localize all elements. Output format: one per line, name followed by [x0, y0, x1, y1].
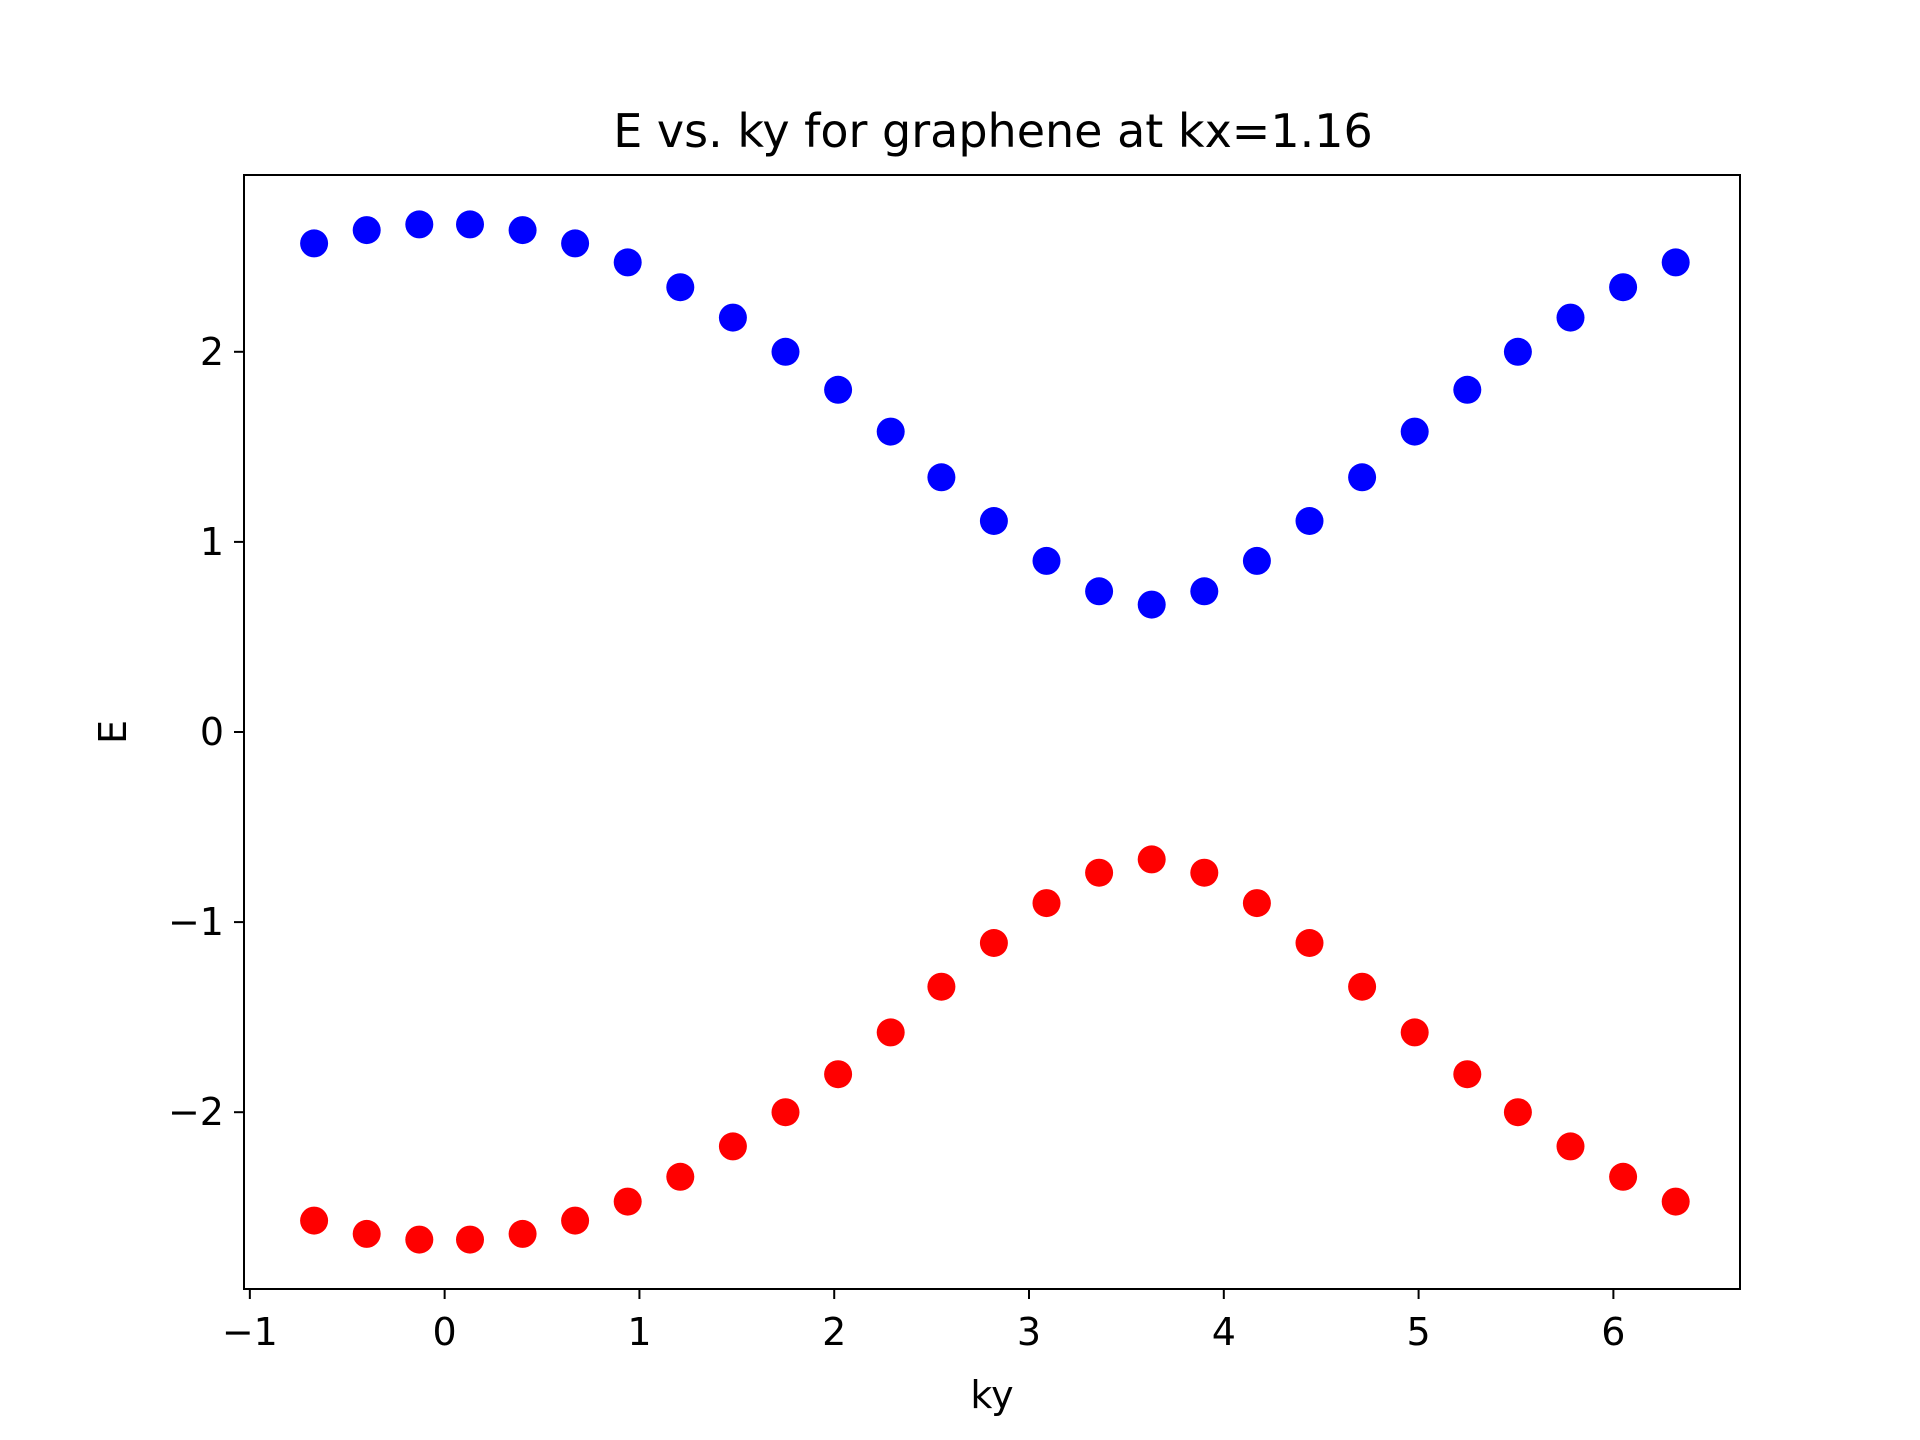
- chart-title: E vs. ky for graphene at kx=1.16: [613, 104, 1373, 158]
- data-point-series-2-19: [1242, 889, 1271, 918]
- data-point-series-1-20: [1295, 507, 1324, 535]
- data-point-series-1-27: [1661, 248, 1690, 277]
- data-point-series-1-17: [1137, 590, 1166, 619]
- data-point-series-1-4: [456, 210, 484, 239]
- data-point-series-2-7: [613, 1187, 642, 1216]
- x-axis: −1 0 1 2 3 4 5 6: [222, 1289, 1625, 1354]
- data-point-series-1-21: [1348, 463, 1377, 492]
- y-axis-label: E: [91, 720, 135, 744]
- y-tick-label: −2: [168, 1090, 224, 1134]
- data-point-series-2-11: [824, 1060, 853, 1089]
- data-point-series-2-23: [1453, 1060, 1482, 1089]
- data-point-series-1-13: [927, 463, 956, 492]
- x-tick-label: −1: [222, 1310, 278, 1354]
- data-point-series-2-15: [1032, 889, 1061, 918]
- x-tick-label: 6: [1601, 1310, 1625, 1354]
- data-point-series-2-1: [300, 1206, 329, 1235]
- data-point-series-1-26: [1609, 273, 1638, 302]
- data-point-series-1-11: [824, 375, 853, 404]
- data-point-series-2-2: [352, 1219, 381, 1248]
- data-point-series-2-6: [561, 1206, 590, 1235]
- data-point-series-1-16: [1085, 577, 1114, 606]
- data-point-series-1-25: [1556, 303, 1585, 332]
- data-point-series-2-27: [1661, 1187, 1690, 1216]
- data-point-series-1-15: [1032, 546, 1061, 575]
- data-point-series-2-13: [927, 972, 956, 1001]
- data-point-series-2-25: [1556, 1132, 1585, 1161]
- data-point-series-1-19: [1242, 546, 1271, 575]
- data-point-series-1-2: [352, 216, 381, 245]
- x-tick-label: 3: [1017, 1310, 1041, 1354]
- data-point-series-1-10: [771, 337, 800, 366]
- data-point-series-1-14: [979, 507, 1008, 535]
- y-tick-label: 0: [200, 710, 224, 754]
- data-point-series-2-22: [1400, 1018, 1429, 1047]
- data-point-series-1-22: [1400, 417, 1429, 446]
- data-point-series-2-4: [456, 1225, 484, 1254]
- x-tick-label: 0: [433, 1310, 457, 1354]
- x-axis-label: ky: [970, 1373, 1013, 1417]
- y-tick-label: 1: [200, 520, 224, 564]
- y-tick-label: 2: [200, 330, 224, 374]
- data-point-series-1-6: [561, 229, 590, 258]
- y-tick-label: −1: [168, 900, 224, 944]
- data-point-series-2-18: [1190, 858, 1219, 887]
- data-point-series-2-3: [405, 1225, 434, 1254]
- data-point-series-2-20: [1295, 929, 1324, 957]
- data-point-series-1-24: [1503, 337, 1532, 366]
- x-tick-label: 2: [822, 1310, 846, 1354]
- data-point-series-1-7: [613, 248, 642, 277]
- x-tick-label: 5: [1407, 1310, 1431, 1354]
- data-point-series-1-9: [718, 303, 747, 332]
- data-point-series-2-16: [1085, 858, 1114, 887]
- x-tick-label: 4: [1212, 1310, 1236, 1354]
- data-point-series-2-10: [771, 1098, 800, 1127]
- y-axis: −2 −1 0 1 2: [168, 330, 244, 1134]
- data-point-series-1-1: [300, 229, 329, 258]
- data-point-series-1-23: [1453, 375, 1482, 404]
- data-point-series-2-24: [1503, 1098, 1532, 1127]
- data-point-series-1-18: [1190, 577, 1219, 606]
- x-tick-label: 1: [627, 1310, 651, 1354]
- data-point-series-2-12: [876, 1018, 905, 1047]
- data-point-series-1-5: [508, 216, 537, 245]
- data-point-series-2-21: [1348, 972, 1377, 1001]
- data-point-series-2-9: [718, 1132, 747, 1161]
- data-point-series-2-17: [1137, 845, 1166, 874]
- data-point-series-2-5: [508, 1219, 537, 1248]
- data-point-series-2-26: [1609, 1162, 1638, 1191]
- data-point-series-1-12: [876, 417, 905, 446]
- data-point-series-2-8: [666, 1162, 695, 1191]
- data-point-series-2-14: [979, 929, 1008, 957]
- data-point-series-1-3: [405, 210, 434, 239]
- data-point-series-1-8: [666, 273, 695, 302]
- data-points: [300, 210, 1690, 1254]
